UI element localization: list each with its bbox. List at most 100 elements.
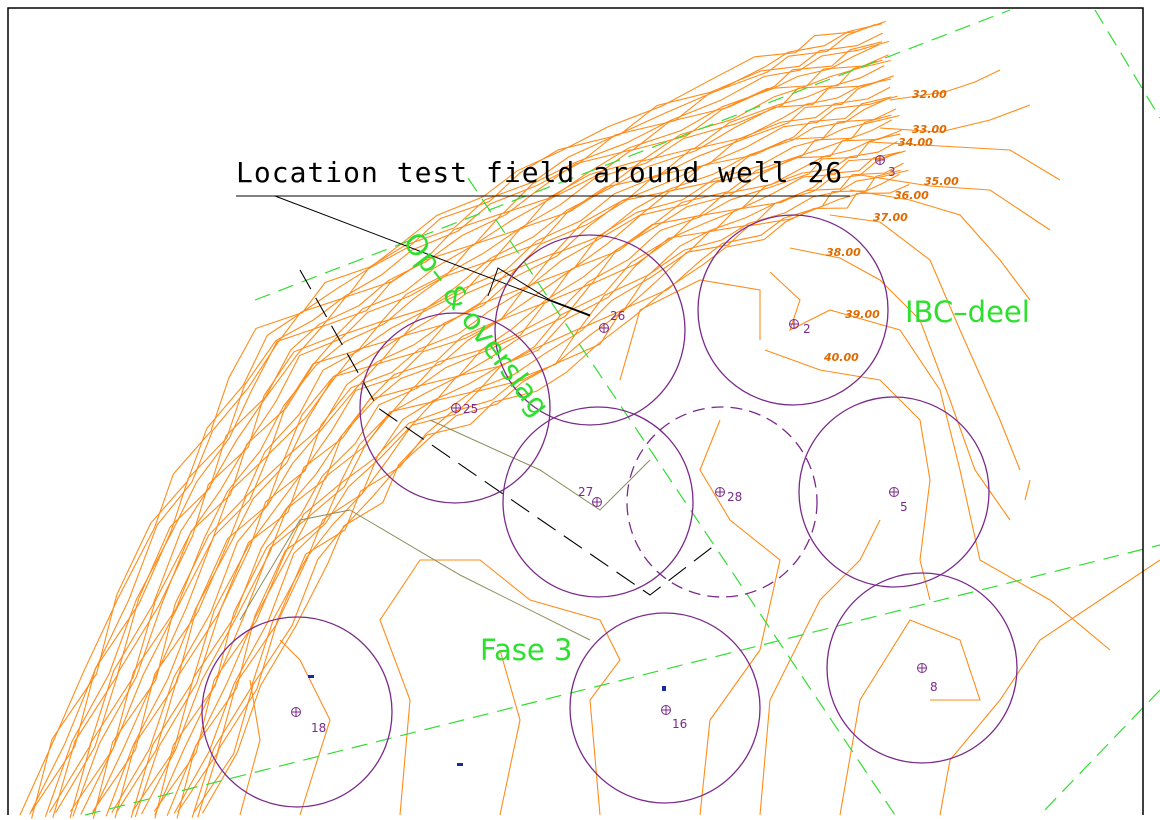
- well-label: 27: [578, 485, 593, 499]
- boundary-line: [467, 177, 896, 816]
- influence-circle: [626, 406, 818, 598]
- contour-line: [859, 174, 1051, 231]
- contour-line: [31, 23, 883, 819]
- contour-line: [111, 98, 888, 814]
- contour-line: [44, 40, 890, 817]
- influence-circle: [826, 572, 1018, 764]
- contour-line: [153, 140, 898, 812]
- survey-line: [429, 419, 651, 511]
- contour-label: 37.00: [873, 211, 908, 224]
- contour-line: [116, 108, 897, 813]
- well-label: 3: [888, 165, 896, 179]
- contour-line: [92, 78, 892, 819]
- contour-line: [849, 189, 1031, 301]
- well-label: 28: [727, 490, 742, 504]
- contour-line: [201, 183, 910, 814]
- survey-lines: [239, 419, 651, 641]
- contour-label: 33.00: [912, 123, 947, 136]
- influence-circle: [502, 406, 694, 598]
- well-marker-cross: [875, 155, 885, 165]
- contour-line: [30, 32, 883, 813]
- contour-line: [91, 78, 885, 815]
- survey-line: [239, 509, 351, 621]
- contour-line: [619, 279, 761, 381]
- contour-line: [52, 41, 883, 819]
- well-marker-cross: [592, 497, 602, 507]
- influence-circle: [201, 616, 393, 808]
- zone-label: Fase 3: [480, 633, 572, 667]
- contour-line: [939, 559, 1160, 816]
- well-circles: [201, 155, 1018, 808]
- contour-label: 40.00: [823, 351, 859, 364]
- contour-line: [879, 104, 1031, 133]
- contour-line: [131, 119, 893, 813]
- contour-line: [699, 419, 781, 816]
- contour-label: 32.00: [912, 88, 947, 101]
- contour-label: 34.00: [898, 136, 933, 149]
- contour-line: [177, 162, 904, 813]
- well-marker-cross: [917, 663, 927, 673]
- boundary-line: [254, 9, 1011, 301]
- well-marker-cross: [789, 319, 799, 329]
- boundary-line: [84, 544, 1160, 816]
- contour-line: [176, 151, 901, 819]
- small-marks: [308, 675, 666, 766]
- well-marker-cross: [291, 707, 301, 717]
- well-label: 8: [930, 680, 938, 694]
- contour-label: 39.00: [845, 308, 880, 321]
- contour-line: [279, 639, 331, 816]
- well-label: 16: [672, 717, 687, 731]
- contour-label: 38.00: [826, 246, 861, 259]
- zone-label: IBC–deel: [905, 295, 1030, 329]
- contour-line: [55, 54, 889, 814]
- pointer-mark: [487, 267, 591, 316]
- contour-label: 35.00: [924, 175, 959, 188]
- well-marker-cross: [889, 487, 899, 497]
- contour-line: [839, 619, 981, 816]
- contour-line: [154, 133, 901, 819]
- contour-lines: [19, 20, 1160, 819]
- leader-line: [274, 195, 591, 317]
- well-marker-cross: [599, 323, 609, 333]
- well-label: 2: [803, 322, 811, 336]
- influence-circle: [569, 612, 761, 804]
- boundary-line: [1094, 9, 1160, 119]
- mark: [308, 675, 314, 678]
- contour-line: [789, 247, 1011, 521]
- contour-line: [154, 133, 893, 816]
- contour-line: [166, 150, 906, 817]
- contour-line: [173, 153, 896, 814]
- contour-label: 36.00: [894, 189, 929, 202]
- boundaries: [84, 9, 1160, 816]
- contour-line: [105, 95, 898, 817]
- contour-line: [829, 214, 1021, 471]
- contour-line: [769, 271, 1111, 651]
- well-marker-cross: [451, 403, 461, 413]
- contour-line: [1024, 479, 1031, 501]
- contour-line: [499, 649, 521, 816]
- annotation: Location test field around well 26: [236, 156, 843, 189]
- contour-line: [764, 349, 931, 601]
- test-field-outline: [299, 269, 716, 596]
- mark: [662, 686, 666, 691]
- survey-line: [349, 509, 591, 641]
- contour-line: [869, 141, 1061, 181]
- influence-circle: [697, 214, 889, 406]
- contour-line: [141, 129, 902, 815]
- influence-circle: [359, 312, 551, 504]
- mark: [457, 763, 463, 766]
- influence-circle: [494, 234, 686, 426]
- contour-line: [889, 69, 1001, 101]
- influence-circle: [798, 396, 990, 588]
- frame: [7, 7, 1144, 815]
- well-marker-cross: [715, 487, 725, 497]
- contour-line: [92, 86, 891, 812]
- well-label: 26: [610, 309, 625, 323]
- well-label: 25: [463, 402, 478, 416]
- contour-line: [759, 519, 881, 816]
- contour-line: [72, 59, 883, 817]
- contour-line: [19, 20, 886, 816]
